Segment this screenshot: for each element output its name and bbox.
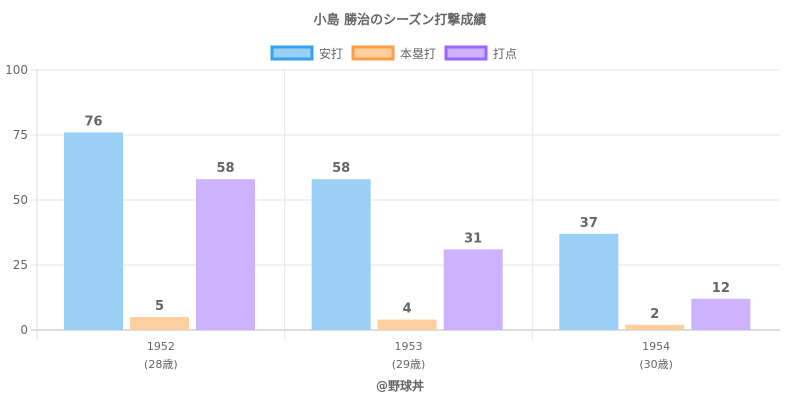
x-tick-sublabel: (28歳) [144, 358, 178, 371]
bar[interactable] [691, 298, 751, 330]
y-tick-label: 100 [5, 63, 28, 77]
y-tick-label: 25 [13, 258, 28, 272]
legend-label: 打点 [493, 47, 517, 61]
data-label: 76 [84, 114, 102, 129]
legend-label: 安打 [319, 46, 343, 61]
legend-swatch[interactable] [270, 45, 314, 61]
data-label: 4 [403, 302, 412, 317]
data-label: 5 [155, 299, 164, 314]
chart-footer: @野球丼 [376, 378, 424, 393]
data-label: 58 [216, 161, 234, 176]
bar[interactable] [64, 132, 123, 330]
bar[interactable] [443, 249, 503, 330]
legend-label: 本塁打 [400, 47, 436, 61]
data-label: 12 [712, 281, 730, 296]
bar[interactable] [625, 324, 685, 330]
x-tick-sublabel: (30歳) [639, 358, 673, 371]
legend: 安打 本塁打 打点 [270, 45, 517, 61]
y-tick-label: 50 [13, 193, 28, 207]
x-tick-label: 1953 [395, 340, 423, 353]
chart-title: 小島 勝治のシーズン打撃成績 [314, 12, 487, 28]
y-tick-label: 0 [20, 323, 28, 337]
bar[interactable] [311, 179, 371, 330]
data-label: 2 [650, 307, 659, 322]
legend-swatch[interactable] [351, 45, 395, 61]
data-label: 31 [464, 231, 482, 246]
bar[interactable] [196, 179, 255, 330]
data-label: 37 [580, 216, 598, 231]
legend-swatch[interactable] [444, 45, 488, 61]
x-tick-label: 1952 [147, 340, 175, 353]
x-tick-label: 1954 [642, 340, 670, 353]
bars: 76 5 58 58 4 31 37 2 12 [64, 114, 751, 330]
bar[interactable] [377, 319, 437, 330]
data-label: 58 [332, 161, 350, 176]
bar[interactable] [130, 317, 189, 330]
y-tick-label: 75 [13, 128, 28, 142]
bar[interactable] [559, 233, 619, 330]
x-tick-sublabel: (29歳) [392, 358, 426, 371]
